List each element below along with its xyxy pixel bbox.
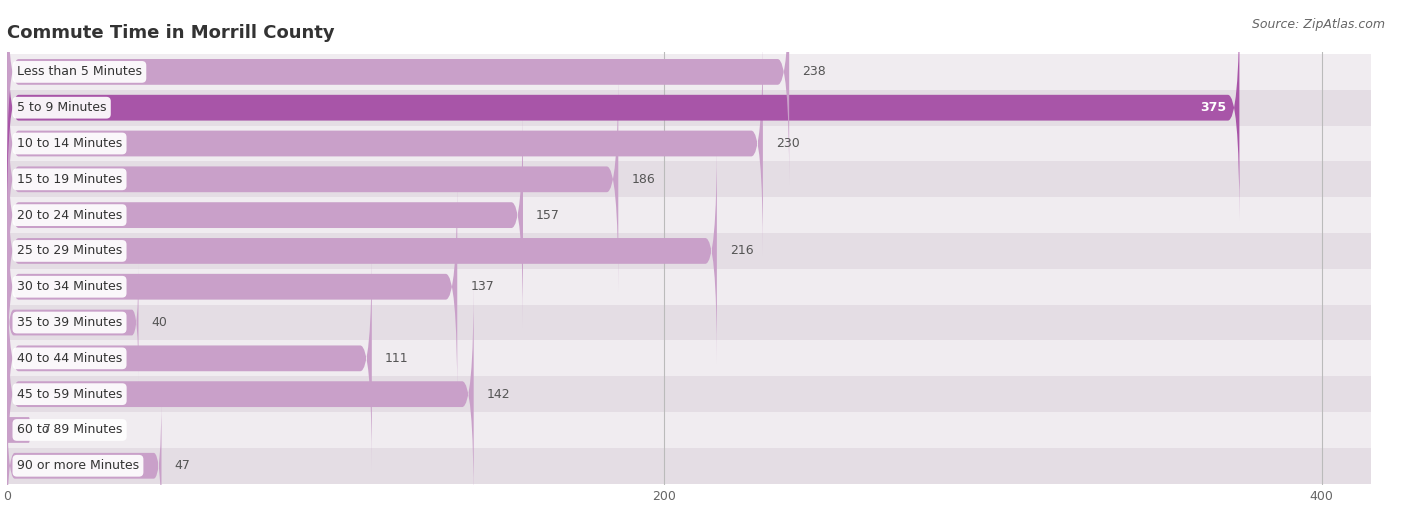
Text: 47: 47	[174, 459, 190, 472]
Text: 20 to 24 Minutes: 20 to 24 Minutes	[17, 209, 122, 222]
FancyBboxPatch shape	[7, 31, 763, 256]
FancyBboxPatch shape	[7, 0, 1240, 220]
Text: 137: 137	[471, 280, 494, 293]
FancyBboxPatch shape	[7, 233, 1371, 269]
Text: 186: 186	[631, 173, 655, 186]
FancyBboxPatch shape	[7, 305, 1371, 340]
Text: 35 to 39 Minutes: 35 to 39 Minutes	[17, 316, 122, 329]
Text: 157: 157	[536, 209, 560, 222]
FancyBboxPatch shape	[7, 376, 1371, 412]
Text: 60 to 89 Minutes: 60 to 89 Minutes	[17, 423, 122, 436]
FancyBboxPatch shape	[7, 54, 1371, 90]
FancyBboxPatch shape	[7, 103, 523, 327]
FancyBboxPatch shape	[7, 138, 717, 363]
FancyBboxPatch shape	[7, 67, 619, 292]
Text: 216: 216	[730, 244, 754, 257]
Text: 90 or more Minutes: 90 or more Minutes	[17, 459, 139, 472]
Text: 10 to 14 Minutes: 10 to 14 Minutes	[17, 137, 122, 150]
FancyBboxPatch shape	[7, 448, 1371, 484]
Text: 30 to 34 Minutes: 30 to 34 Minutes	[17, 280, 122, 293]
Text: Source: ZipAtlas.com: Source: ZipAtlas.com	[1251, 18, 1385, 31]
Text: Less than 5 Minutes: Less than 5 Minutes	[17, 65, 142, 78]
FancyBboxPatch shape	[7, 412, 1371, 448]
FancyBboxPatch shape	[7, 0, 789, 184]
Text: 40 to 44 Minutes: 40 to 44 Minutes	[17, 352, 122, 365]
FancyBboxPatch shape	[7, 395, 162, 522]
Text: 15 to 19 Minutes: 15 to 19 Minutes	[17, 173, 122, 186]
FancyBboxPatch shape	[7, 269, 1371, 305]
Text: Commute Time in Morrill County: Commute Time in Morrill County	[7, 25, 335, 42]
FancyBboxPatch shape	[7, 161, 1371, 197]
FancyBboxPatch shape	[7, 197, 1371, 233]
FancyBboxPatch shape	[7, 246, 371, 471]
Text: 7: 7	[44, 423, 51, 436]
Text: 40: 40	[152, 316, 167, 329]
FancyBboxPatch shape	[7, 90, 1371, 126]
Text: 45 to 59 Minutes: 45 to 59 Minutes	[17, 388, 122, 401]
FancyBboxPatch shape	[7, 417, 30, 443]
Text: 25 to 29 Minutes: 25 to 29 Minutes	[17, 244, 122, 257]
FancyBboxPatch shape	[7, 282, 474, 506]
FancyBboxPatch shape	[7, 264, 138, 381]
FancyBboxPatch shape	[7, 174, 457, 399]
FancyBboxPatch shape	[7, 340, 1371, 376]
Text: 5 to 9 Minutes: 5 to 9 Minutes	[17, 101, 107, 114]
Text: 111: 111	[385, 352, 409, 365]
Text: 230: 230	[776, 137, 800, 150]
Text: 238: 238	[803, 65, 827, 78]
FancyBboxPatch shape	[7, 126, 1371, 161]
Text: 142: 142	[486, 388, 510, 401]
Text: 375: 375	[1201, 101, 1226, 114]
